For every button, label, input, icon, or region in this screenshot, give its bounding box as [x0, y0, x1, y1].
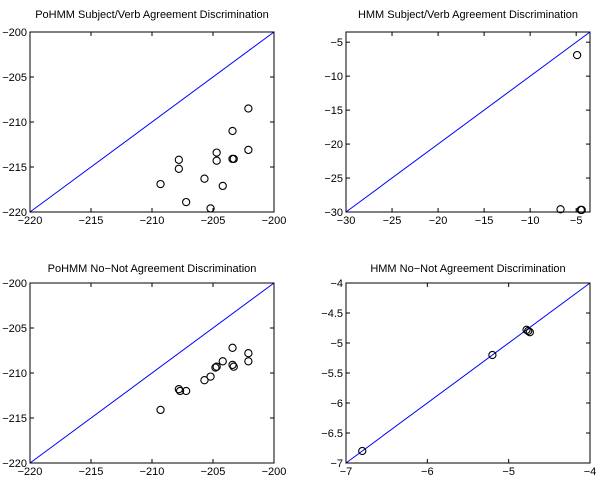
data-point [577, 205, 586, 215]
x-tick-label: −215 [79, 466, 104, 478]
chart-title: PoHMM Subject/Verb Agreement Discriminat… [35, 9, 269, 21]
data-point [218, 357, 227, 366]
y-tick-label: −5 [330, 338, 343, 350]
y-tick-label: −215 [2, 413, 27, 425]
data-point [229, 154, 238, 164]
data-point [200, 174, 209, 183]
y-tick-label: −205 [2, 72, 27, 84]
x-tick-label: −200 [262, 466, 287, 478]
data-point [228, 343, 237, 352]
x-tick-label: −6 [421, 466, 434, 478]
y-tick-label: −215 [2, 162, 27, 174]
reference-line [345, 282, 591, 464]
panel-hmm-subject-verb: HMM Subject/Verb Agreement Discriminatio… [324, 9, 591, 227]
y-tick-label: −20 [324, 139, 343, 151]
chart-title: HMM Subject/Verb Agreement Discriminatio… [358, 9, 578, 21]
y-tick-label: −25 [324, 173, 343, 185]
x-tick-label: −200 [262, 215, 287, 227]
data-point [206, 372, 215, 381]
data-point [488, 350, 497, 360]
data-point [182, 197, 191, 207]
data-point [244, 357, 253, 366]
x-tick-label: −15 [475, 215, 494, 227]
panel-pohmm-subject-verb: PoHMM Subject/Verb Agreement Discriminat… [2, 9, 286, 227]
reference-line [345, 31, 591, 213]
data-point [175, 386, 185, 396]
chart-title: HMM No−Not Agreement Discrimination [370, 263, 565, 275]
x-tick-label: −220 [18, 466, 43, 478]
y-tick-label: −205 [2, 323, 27, 335]
panel-hmm-no-not: HMM No−Not Agreement Discrimination −7 −6… [321, 263, 596, 478]
data-point [211, 363, 220, 372]
data-point [244, 145, 253, 155]
x-tick-label: −220 [18, 215, 43, 227]
x-tick-label: −20 [429, 215, 448, 227]
reference-line [29, 282, 275, 464]
panel-pohmm-no-not: PoHMM No−Not Agreement Discrimination −2… [2, 263, 286, 478]
x-tick-label: −215 [79, 215, 104, 227]
data-point [212, 156, 221, 165]
data-point [358, 446, 367, 456]
y-tick-label: −200 [2, 278, 27, 290]
y-tick-label: −5 [330, 37, 343, 49]
data-point [174, 155, 183, 164]
x-tick-label: −5 [570, 215, 583, 227]
data-point [206, 204, 215, 213]
y-tick-label: −7 [330, 458, 343, 470]
y-tick-label: −6.5 [321, 428, 343, 440]
data-point [212, 362, 221, 371]
y-tick-label: −220 [2, 458, 27, 470]
chart-title: PoHMM No−Not Agreement Discrimination [48, 263, 257, 275]
data-point [229, 362, 238, 371]
data-point [244, 349, 253, 358]
data-point [174, 385, 183, 394]
y-tick-label: −4.5 [321, 308, 343, 320]
data-point [156, 405, 165, 415]
reference-line [29, 31, 275, 213]
data-point [524, 326, 533, 336]
y-tick-label: −200 [2, 27, 27, 39]
y-tick-label: −10 [324, 71, 343, 83]
x-tick-label: −25 [383, 215, 402, 227]
y-tick-label: −6 [330, 398, 343, 410]
y-tick-label: −210 [2, 368, 27, 380]
data-point [525, 328, 534, 337]
y-tick-label: −5.5 [321, 368, 343, 380]
data-point [572, 50, 582, 60]
x-tick-label: −10 [521, 215, 540, 227]
data-point [174, 164, 183, 173]
data-point [156, 179, 165, 189]
data-point [212, 148, 221, 157]
y-tick-label: −4 [330, 278, 343, 290]
y-tick-label: −30 [324, 207, 343, 219]
data-point [228, 360, 237, 370]
data-point [244, 104, 253, 113]
y-tick-label: −15 [324, 105, 343, 117]
y-tick-label: −210 [2, 117, 27, 129]
x-tick-label: −210 [140, 215, 165, 227]
x-tick-label: −5 [502, 466, 515, 478]
x-tick-label: −205 [201, 466, 226, 478]
x-tick-label: −30 [337, 215, 356, 227]
x-tick-label: −7 [340, 466, 353, 478]
x-tick-label: −4 [584, 466, 597, 478]
data-point [556, 205, 565, 214]
data-point [218, 181, 227, 191]
x-tick-label: −205 [201, 215, 226, 227]
y-tick-label: −220 [2, 207, 27, 219]
x-tick-label: −210 [140, 466, 165, 478]
data-point [228, 126, 237, 136]
data-point [200, 376, 209, 385]
